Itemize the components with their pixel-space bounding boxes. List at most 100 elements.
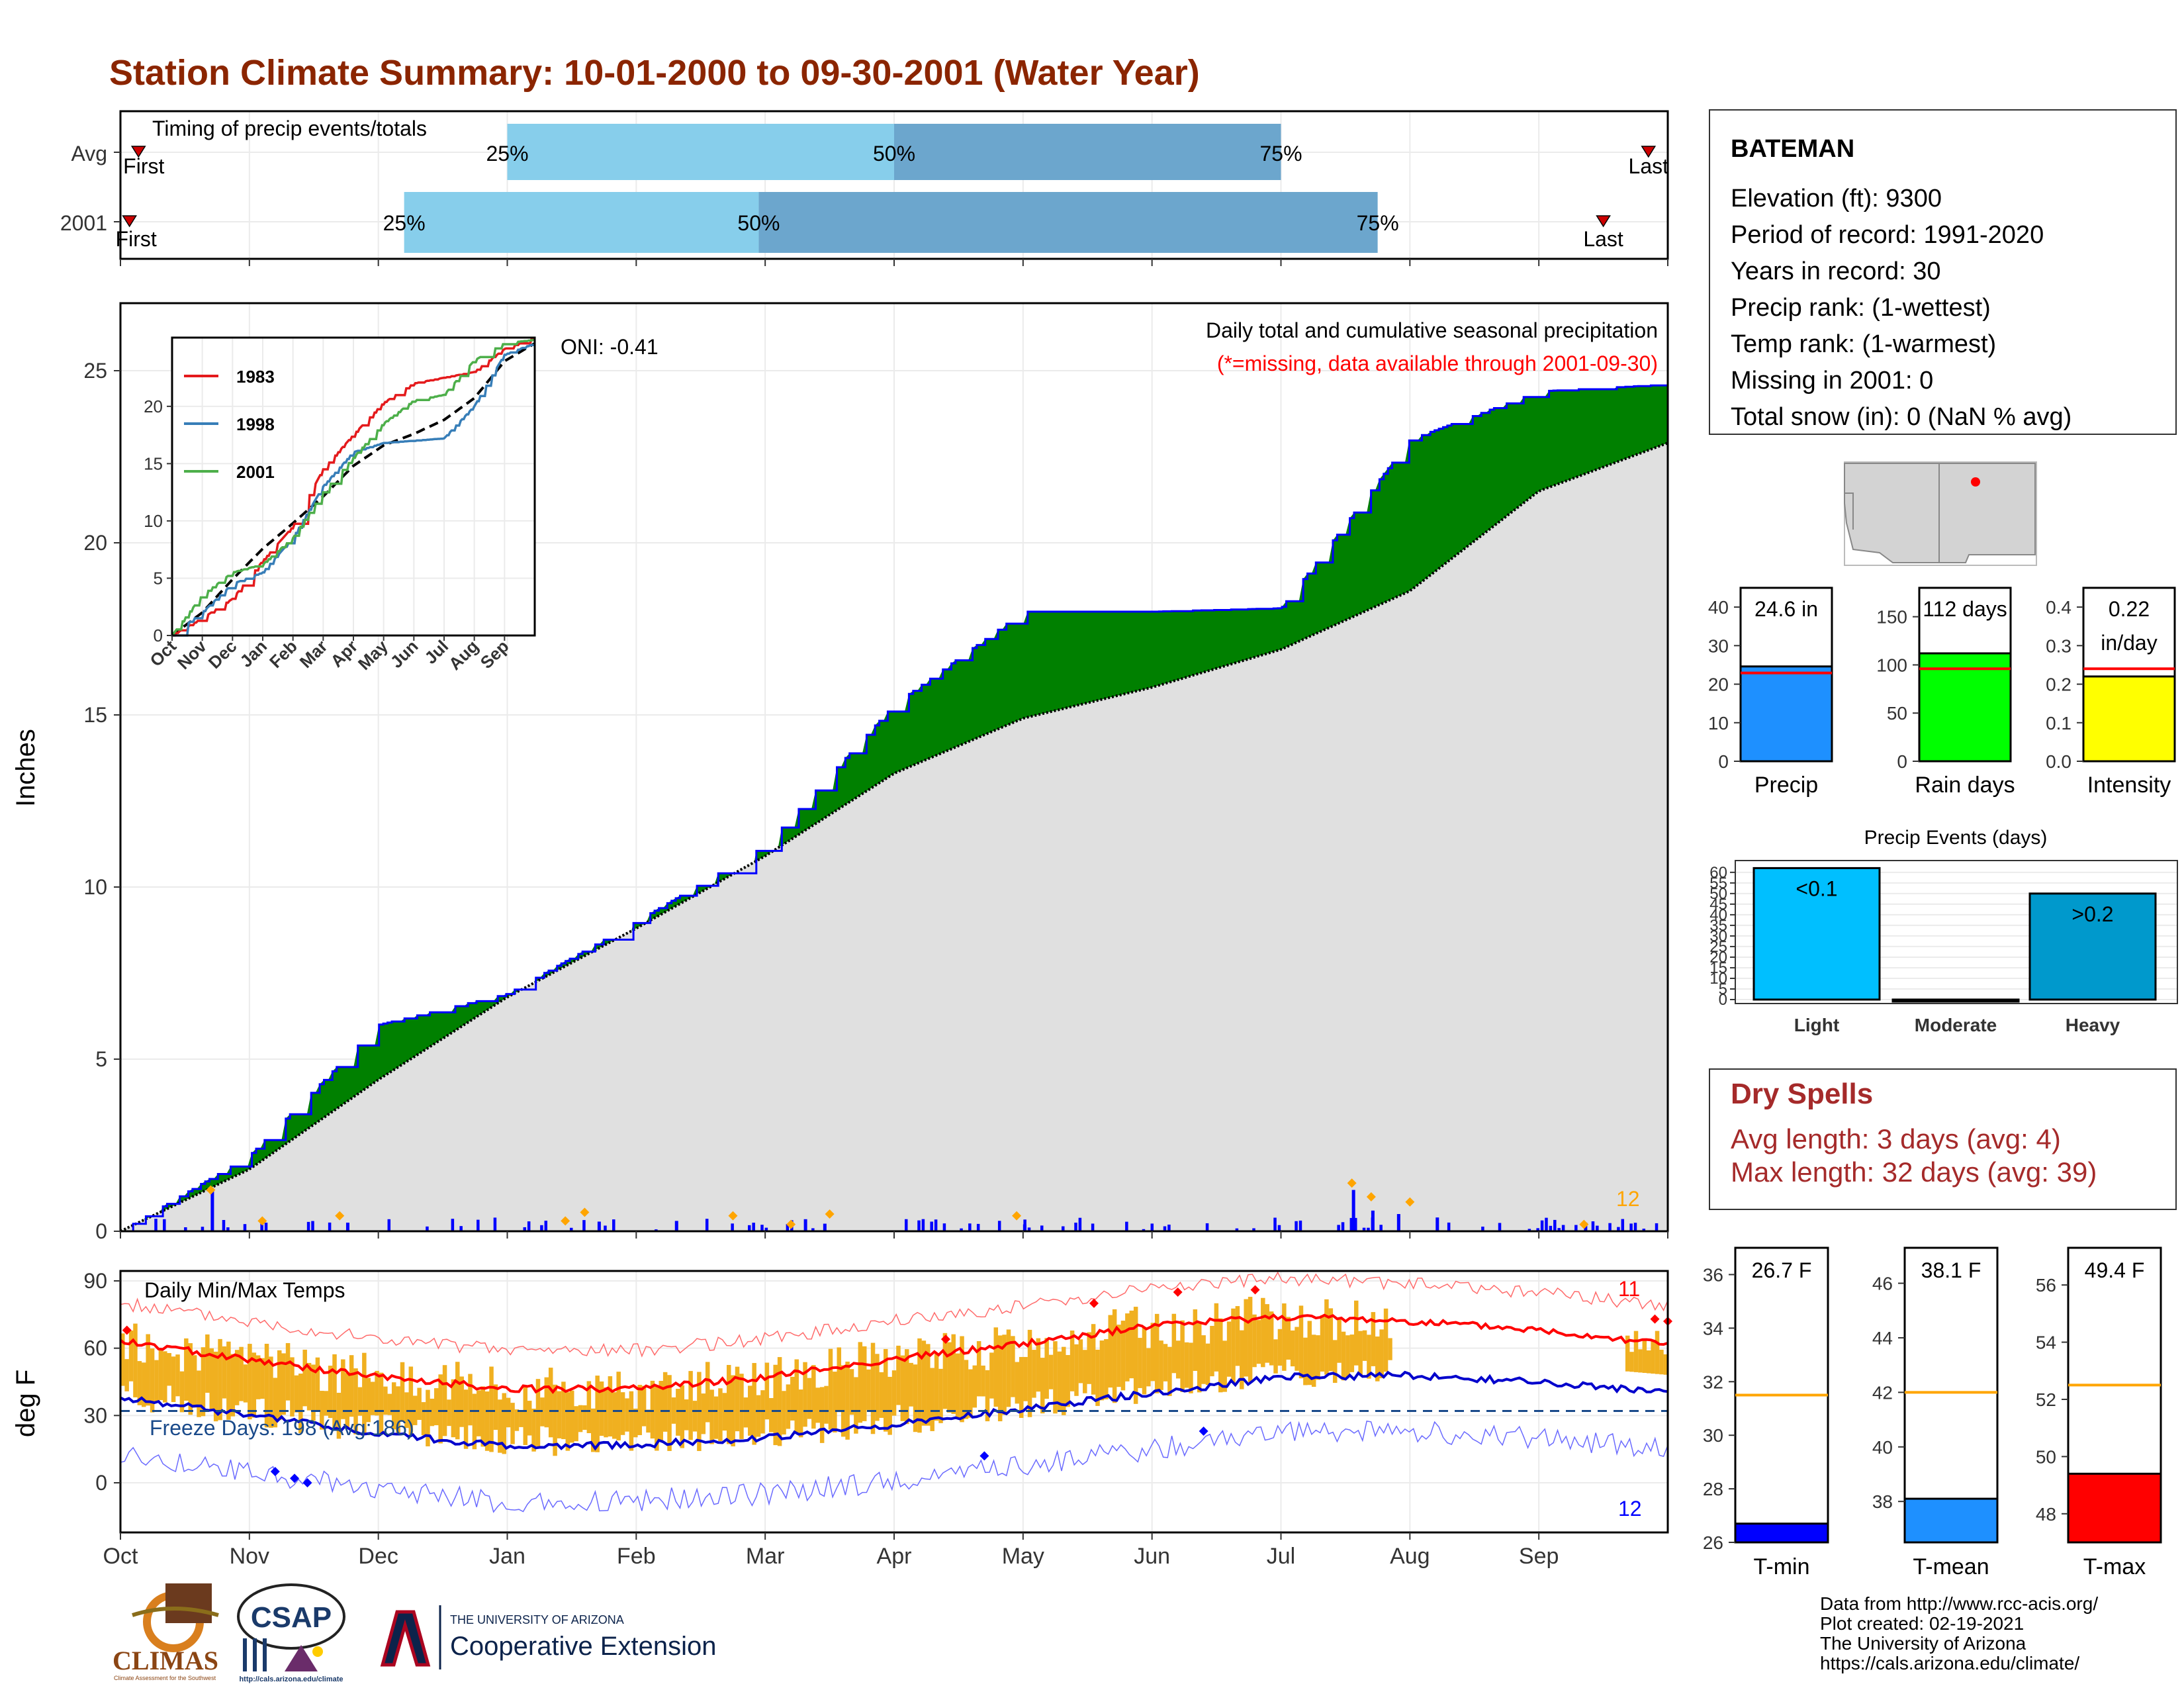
temp-bar-tick-label: 52 <box>2036 1389 2056 1410</box>
daily-precip-bar <box>243 1224 247 1231</box>
inset-ytick-label: 20 <box>144 397 163 416</box>
record-low-marker <box>302 1478 312 1487</box>
daily-temp-bar <box>1638 1349 1643 1373</box>
daily-temp-bar <box>1316 1335 1320 1380</box>
daily-temp-bar <box>815 1387 820 1423</box>
daily-precip-bar <box>1341 1222 1345 1231</box>
inset-ytick-label: 15 <box>144 453 163 473</box>
temp-bar-label: T-min <box>1754 1554 1810 1579</box>
daily-temp-bar <box>531 1409 536 1452</box>
mini-bar-tick-label: 0.0 <box>2046 751 2071 772</box>
inset-ytick-label: 5 <box>154 568 163 588</box>
temp-ytick-label: 60 <box>83 1336 107 1360</box>
daily-temp-bar <box>625 1398 629 1432</box>
last-marker-icon <box>1641 146 1657 158</box>
daily-temp-bar <box>947 1342 952 1413</box>
temp-bar-tick-label: 36 <box>1703 1264 1723 1285</box>
daily-temp-bar <box>1091 1324 1096 1395</box>
precip-subtitle: Daily total and cumulative seasonal prec… <box>1206 318 1658 342</box>
temp-bar-tick-label: 46 <box>1872 1274 1893 1294</box>
inset-ytick-label: 0 <box>154 626 163 645</box>
temp-bar-value-label: 26.7 F <box>1752 1258 1812 1282</box>
daily-temp-bar <box>498 1399 502 1453</box>
daily-temp-bar <box>803 1362 807 1427</box>
daily-temp-bar <box>1138 1338 1142 1388</box>
record-high-marker <box>940 1335 950 1344</box>
daily-temp-bar <box>133 1323 138 1397</box>
daily-temp-bar <box>569 1390 574 1443</box>
daily-temp-bar <box>1358 1331 1363 1376</box>
timing-row-2001: 2001 <box>60 211 107 235</box>
daily-temp-bar <box>786 1384 791 1429</box>
daily-precip-bar <box>1435 1217 1439 1231</box>
daily-temp-bar <box>519 1410 523 1427</box>
daily-temp-bar <box>1651 1341 1655 1374</box>
daily-temp-bar <box>1235 1306 1240 1366</box>
station-info-line: Temp rank: (1-warmest) <box>1731 330 1996 358</box>
daily-temp-bar <box>1240 1330 1244 1389</box>
daily-temp-bar <box>1108 1315 1113 1388</box>
daily-temp-bar <box>1083 1350 1087 1393</box>
daily-temp-bar <box>662 1372 668 1432</box>
daily-temp-bar <box>306 1362 312 1411</box>
daily-temp-bar <box>1048 1354 1054 1389</box>
daily-temp-bar <box>692 1401 698 1432</box>
temp-bar-tick-label: 32 <box>1703 1372 1723 1392</box>
daily-temp-bar <box>1125 1313 1130 1382</box>
daily-temp-bar <box>137 1361 142 1405</box>
precip-ytick-label: 25 <box>83 359 107 383</box>
daily-temp-bar <box>222 1346 227 1399</box>
mini-bar-tick-label: 150 <box>1876 607 1907 628</box>
daily-temp-bar <box>1180 1320 1185 1392</box>
daily-precip-bar <box>1298 1220 1302 1231</box>
daily-temp-bar <box>179 1371 185 1413</box>
daily-temp-bar <box>154 1360 159 1402</box>
daily-temp-bar <box>1171 1313 1177 1374</box>
daily-temp-bar <box>366 1378 371 1423</box>
daily-temp-bar <box>1205 1343 1210 1385</box>
timing-bar-q3 <box>894 124 1281 180</box>
events-bar-label: <0.1 <box>1796 876 1837 900</box>
daily-temp-bar <box>421 1402 426 1436</box>
daily-precip-bar <box>786 1223 790 1231</box>
mini-bar-tick-label: 0.3 <box>2046 635 2071 656</box>
daily-temp-bar <box>1244 1299 1248 1377</box>
daily-temp-bar <box>985 1370 990 1422</box>
month-label: Dec <box>358 1544 398 1569</box>
inset-xtick-label: May <box>354 636 392 674</box>
station-info-line: Precip rank: (1-wettest) <box>1731 294 1991 322</box>
daily-precip-bar <box>264 1223 268 1231</box>
daily-temp-bar <box>192 1355 197 1408</box>
daily-temp-bar <box>1265 1304 1269 1363</box>
mini-bar-tick-label: 50 <box>1887 703 1907 724</box>
precip-missing-note: (*=missing, data available through 2001-… <box>1217 352 1658 375</box>
daily-temp-bar <box>646 1409 651 1433</box>
daily-temp-bar <box>209 1348 214 1410</box>
temp-bar-label: T-max <box>2083 1554 2146 1579</box>
dry-spells-max: Max length: 32 days (avg: 39) <box>1731 1156 2097 1188</box>
inset-xtick-label: Feb <box>265 636 301 672</box>
daily-precip-bar <box>1125 1221 1128 1231</box>
timing-pct-label: 75% <box>1259 142 1302 165</box>
events-tick-label: 10 <box>1709 970 1727 988</box>
mini-bar-tick-label: 40 <box>1708 597 1729 618</box>
daily-temp-bar <box>1307 1321 1312 1385</box>
daily-temp-bar <box>463 1389 469 1449</box>
precip-record-marker <box>1405 1197 1415 1207</box>
daily-temp-bar <box>320 1391 324 1430</box>
daily-temp-bar <box>960 1336 964 1423</box>
daily-temp-bar <box>1328 1308 1334 1372</box>
daily-temp-bar <box>1625 1335 1630 1372</box>
daily-temp-bar <box>1210 1325 1214 1377</box>
daily-temp-bar <box>997 1335 1003 1422</box>
daily-temp-bar <box>523 1385 528 1445</box>
events-category-label: Moderate <box>1915 1015 1997 1035</box>
daily-temp-bar <box>1146 1348 1151 1387</box>
daily-temp-bar <box>150 1348 155 1413</box>
daily-temp-bar <box>205 1334 210 1393</box>
daily-temp-bar <box>1214 1303 1219 1372</box>
daily-precip-bar <box>523 1227 527 1231</box>
station-info-line: Years in record: 30 <box>1731 258 1941 285</box>
events-bar-label: >0.2 <box>2071 902 2113 926</box>
daily-precip-bar <box>1549 1225 1553 1231</box>
